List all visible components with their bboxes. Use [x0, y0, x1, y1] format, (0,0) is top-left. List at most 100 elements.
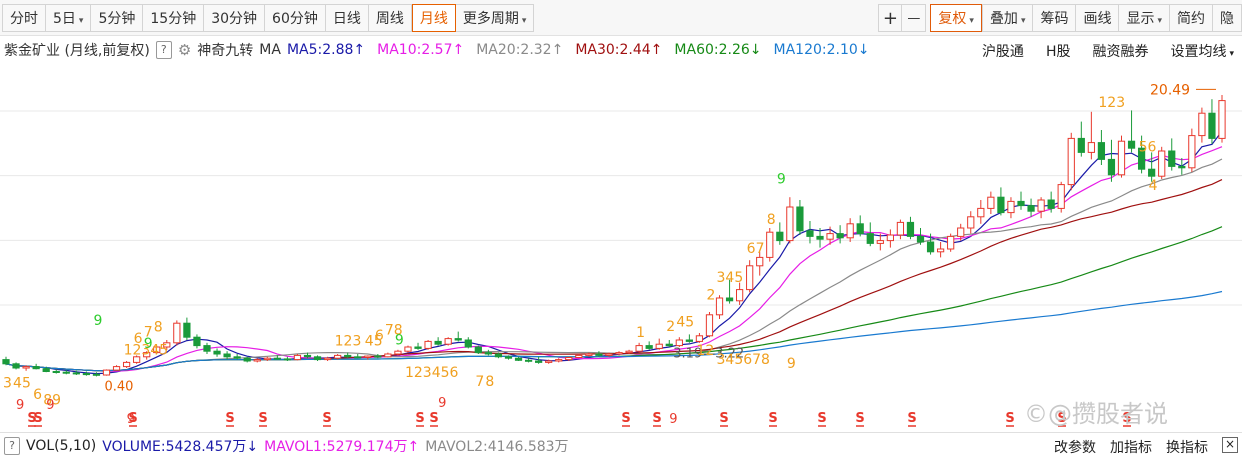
edit-params-button[interactable]: 改参数	[1054, 440, 1096, 456]
period-tab-5[interactable]: 60分钟	[265, 3, 326, 32]
sell-signal-marker-1: S	[33, 411, 42, 426]
td-sequence-label-5: 6	[134, 331, 143, 347]
period-tab-9[interactable]: 更多周期 ▾	[455, 3, 535, 32]
candle-body	[293, 354, 302, 361]
td-sequence-label-11: 78	[385, 323, 403, 339]
overlay-button[interactable]: 叠加 ▾	[981, 3, 1034, 32]
candle-body	[72, 372, 80, 375]
td-sequence-label-21: 2	[706, 288, 715, 304]
candle-body	[806, 230, 814, 237]
chip-button[interactable]: 筹码	[1033, 3, 1077, 32]
ma-settings-button[interactable]: 设置均线 ▾	[1170, 44, 1234, 60]
indicator-name[interactable]: 神奇九转	[197, 43, 254, 59]
candle-body	[454, 338, 462, 341]
ma-values: MA5:2.88↑ MA10:2.57↑ MA20:2.32↑ MA30:2.44↑ M…	[287, 42, 882, 58]
hide-button[interactable]: 隐	[1213, 3, 1242, 32]
candle-body	[32, 366, 40, 370]
candle-body	[555, 359, 563, 362]
candle-body	[575, 354, 583, 358]
candle-body	[625, 350, 633, 354]
switch-indicator-button[interactable]: 换指标	[1166, 440, 1208, 456]
candle-body	[1037, 199, 1045, 212]
candle-body	[464, 339, 472, 348]
candle-body	[273, 357, 281, 360]
td-sequence-label-2: 6	[33, 387, 42, 403]
td-sequence-label-3: 89	[43, 392, 61, 408]
simple-button[interactable]: 简约	[1170, 3, 1213, 32]
candle-body	[12, 363, 20, 369]
candle-body	[896, 221, 905, 236]
sell-signal-marker-12: S	[817, 411, 826, 426]
candle-body	[675, 339, 683, 347]
candle-body	[52, 371, 60, 373]
candle-body	[1047, 199, 1055, 209]
candle-body	[665, 343, 673, 347]
candle-body	[22, 366, 30, 369]
candle-body	[886, 234, 894, 242]
ma-line-5	[5, 290, 1223, 372]
ma-value-2: MA20:2.32↑	[476, 42, 564, 58]
candle-body	[936, 248, 945, 253]
link-hshare[interactable]: H股	[1045, 44, 1071, 60]
period-tab-6[interactable]: 日线	[325, 3, 369, 32]
candle-body	[655, 343, 663, 349]
candle-body	[987, 196, 995, 209]
max-price-label: 20.49	[1150, 82, 1190, 98]
period-tab-8[interactable]: 月线	[411, 3, 456, 32]
candle-body	[394, 350, 402, 355]
ma-label[interactable]: MA	[259, 42, 281, 58]
ma-line-4	[5, 226, 1223, 372]
candlestick-chart[interactable]: 20.49 0.40 3.19―3.22 3 45 6 89 12345 6 7 8 123 45 6 78…	[0, 64, 1242, 432]
candle-body	[223, 353, 231, 358]
period-tab-1[interactable]: 5日 ▾	[46, 3, 92, 32]
draw-button[interactable]: 画线	[1076, 3, 1120, 32]
td-nine-label-0: 9	[93, 313, 102, 329]
vol-label[interactable]: VOL(5,10)	[26, 437, 97, 454]
candle-body	[62, 371, 70, 374]
volume-legend: ? VOL(5,10) VOLUME:5428.457万↓ MAVOL1:527…	[0, 432, 1242, 458]
link-hgt[interactable]: 沪股通	[981, 44, 1024, 60]
sell-signal-marker-6: S	[415, 411, 424, 426]
sell-signal-marker-5: S	[322, 411, 331, 426]
sell-signal-marker-8: S	[621, 411, 630, 426]
candle-body	[1218, 100, 1226, 139]
candle-body	[404, 346, 412, 352]
candle-body	[1137, 147, 1146, 170]
candle-body	[776, 231, 784, 242]
period-tab-4[interactable]: 30分钟	[204, 3, 266, 32]
period-tab-3[interactable]: 15分钟	[143, 3, 205, 32]
candle-body	[213, 350, 221, 355]
candle-body	[926, 241, 935, 253]
candle-body	[344, 354, 352, 358]
period-tab-7[interactable]: 周线	[368, 3, 412, 32]
td-sequence-label-15: 1	[636, 325, 645, 341]
candle-body	[1117, 140, 1126, 176]
sell-signal-marker-2: S	[128, 411, 137, 426]
zoom-in-icon[interactable]: +	[878, 3, 903, 32]
min-price-label: 0.40	[104, 379, 133, 394]
candle-body	[82, 373, 91, 376]
ma-value-5: MA120:2.10↓	[773, 42, 870, 58]
add-indicator-button[interactable]: 加指标	[1110, 440, 1152, 456]
zoom-out-icon[interactable]: —	[902, 3, 927, 32]
td-sequence-label-20: 9	[787, 356, 796, 372]
help-icon[interactable]: ?	[4, 436, 20, 455]
period-tab-0[interactable]: 分时	[2, 3, 46, 32]
sell-signal-marker-16: S	[1057, 411, 1066, 426]
adjust-button[interactable]: 复权 ▾	[930, 3, 982, 32]
candle-body	[836, 233, 844, 239]
sell-signal-marker-10: S	[719, 411, 728, 426]
ma-value-3: MA30:2.44↑	[575, 42, 663, 58]
candle-body	[1208, 112, 1216, 139]
candle-body	[133, 356, 141, 363]
gear-icon[interactable]: ⚙	[177, 41, 192, 59]
link-margin[interactable]: 融资融券	[1092, 44, 1149, 60]
close-icon[interactable]: ×	[1222, 437, 1238, 453]
display-button[interactable]: 显示 ▾	[1119, 3, 1170, 32]
chart-legend: 紫金矿业 (月线,前复权) ? ⚙ 神奇九转 MA MA5:2.88↑ MA10:…	[0, 37, 1242, 63]
period-tab-2[interactable]: 5分钟	[91, 3, 144, 32]
candle-body	[1188, 135, 1196, 169]
help-icon[interactable]: ?	[155, 41, 172, 59]
td-sequence-label-12: 123456	[405, 365, 459, 381]
